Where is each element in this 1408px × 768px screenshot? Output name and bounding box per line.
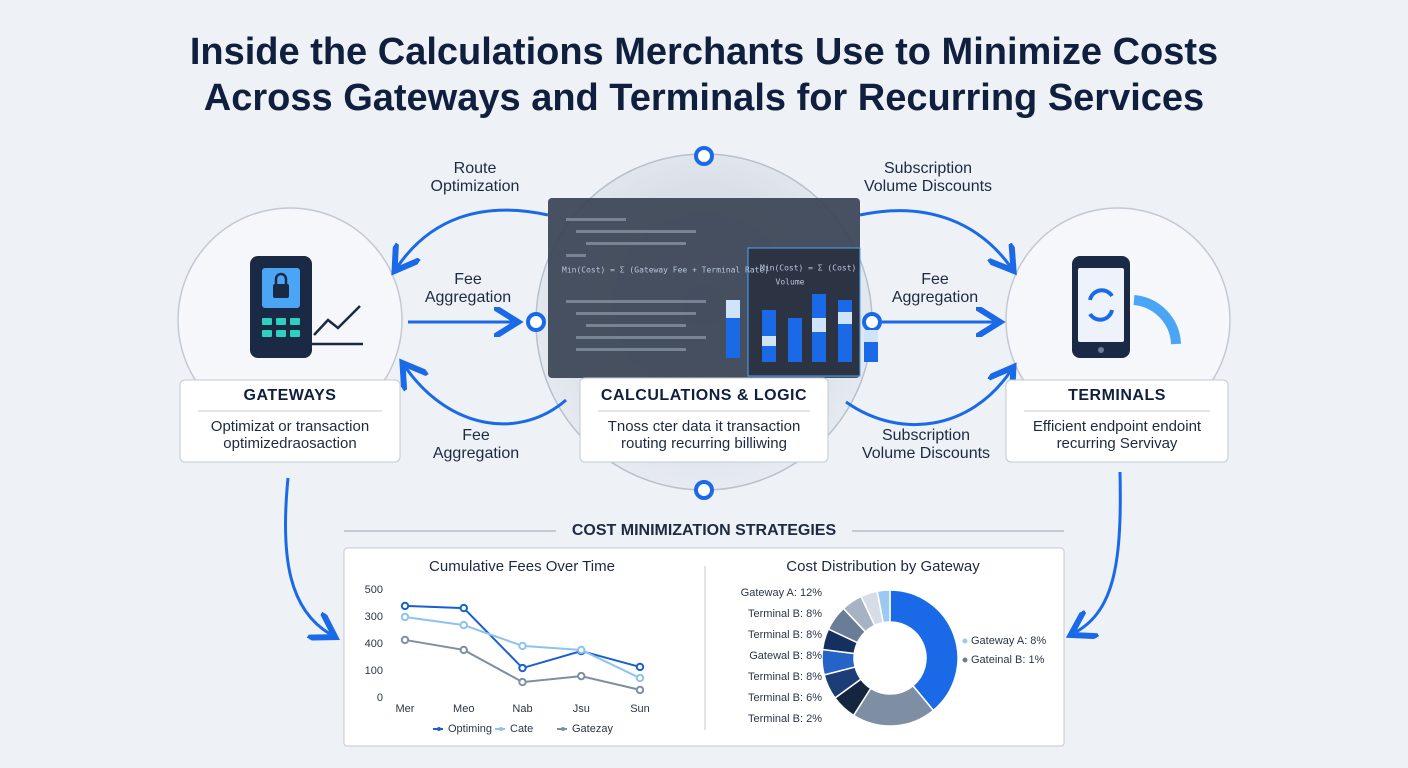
point	[635, 685, 645, 695]
edge-label: Optimization	[431, 178, 520, 195]
donut-label: Gateinal B: 1%	[971, 654, 1045, 666]
card-text: Optimizat or transaction	[211, 418, 369, 435]
x-tick-label: Nab	[512, 703, 532, 715]
donut-label: Gateway A: 12%	[741, 587, 823, 599]
legend-label: Optiming	[448, 723, 492, 735]
code-line: Min(Cost) = Σ (Gateway Fee + Terminal Ra…	[562, 266, 769, 275]
point	[459, 645, 468, 655]
point	[400, 601, 410, 611]
point	[518, 677, 527, 687]
edge-label: Subscription	[884, 160, 972, 177]
gateway-card	[179, 379, 401, 463]
point	[400, 635, 410, 645]
point	[635, 673, 645, 683]
y-tick-label: 400	[365, 638, 383, 650]
edge-label: Fee	[921, 271, 949, 288]
point	[459, 620, 468, 630]
point	[518, 641, 527, 651]
donut-segment	[876, 589, 891, 624]
legend-label: Cate	[510, 723, 533, 735]
title-line: Across Gateways and Terminals for Recurr…	[204, 77, 1204, 119]
y-tick-label: 100	[365, 665, 383, 677]
point	[459, 603, 468, 613]
card-text: Tnoss cter data it transaction	[608, 418, 801, 435]
edge-label: Volume Discounts	[862, 445, 990, 462]
edge-label: Aggregation	[425, 289, 511, 306]
gateway-icon	[250, 256, 363, 358]
y-tick-label: 0	[377, 692, 383, 704]
card-text: recurring Servivay	[1057, 435, 1178, 452]
edge-label: Subscription	[882, 427, 970, 444]
card-text: optimizedraosaction	[223, 435, 356, 452]
code-panel: Min(Cost) = Σ (Gateway Fee + Terminal Ra…	[548, 198, 878, 378]
point	[635, 662, 645, 672]
donut-label: Terminal B: 8%	[748, 608, 822, 620]
edge-label: Route	[454, 160, 497, 177]
legend-label: Gatezay	[572, 723, 613, 735]
chart-title: Cost Distribution by Gateway	[786, 558, 980, 575]
legend-dot	[962, 657, 968, 663]
point	[518, 663, 527, 673]
card-title: TERMINALS	[1068, 387, 1166, 404]
arrows	[283, 208, 1122, 634]
edge-label: Fee	[462, 427, 490, 444]
donut-label: Terminal B: 8%	[748, 629, 822, 641]
edge-label: Fee	[454, 271, 482, 288]
donut-label: Terminal B: 6%	[748, 692, 822, 704]
donut-label: Gatewal B: 8%	[749, 650, 822, 662]
section-heading: COST MINIMIZATION STRATEGIES	[572, 522, 837, 539]
point	[577, 645, 586, 655]
terminal-icon	[1072, 256, 1181, 358]
edge-label: Aggregation	[892, 289, 978, 306]
legend-dot	[499, 727, 503, 731]
edge-label: Aggregation	[433, 445, 519, 462]
terminal-card	[1005, 379, 1229, 463]
title-line: Inside the Calculations Merchants Use to…	[190, 31, 1218, 73]
donut-label: Terminal B: 8%	[748, 671, 822, 683]
card-text: Efficient endpoint endoint	[1033, 418, 1202, 435]
donut-label: Terminal B: 2%	[748, 713, 822, 725]
x-tick-label: Mer	[396, 703, 415, 715]
point	[400, 612, 410, 622]
x-tick-label: Meo	[453, 703, 474, 715]
y-tick-label: 300	[365, 611, 383, 623]
legend-dot	[437, 727, 441, 731]
y-tick-label: 500	[365, 584, 383, 596]
point	[577, 671, 586, 681]
code-line: Volume	[776, 278, 805, 287]
chart-title: Cumulative Fees Over Time	[429, 558, 615, 575]
x-tick-label: Sun	[630, 703, 650, 715]
calculations-card	[579, 377, 829, 463]
x-tick-label: Jsu	[573, 703, 590, 715]
card-title: GATEWAYS	[244, 387, 337, 404]
donut-segment	[889, 589, 959, 712]
legend-dot	[962, 638, 968, 644]
code-line: Min(Cost) = Σ (Cost)	[760, 264, 856, 273]
edge-label: Volume Discounts	[864, 178, 992, 195]
legend-dot	[561, 727, 565, 731]
card-text: routing recurring billiwing	[621, 435, 787, 452]
card-title: CALCULATIONS & LOGIC	[601, 387, 807, 404]
donut-label: Gateway A: 8%	[971, 635, 1046, 647]
